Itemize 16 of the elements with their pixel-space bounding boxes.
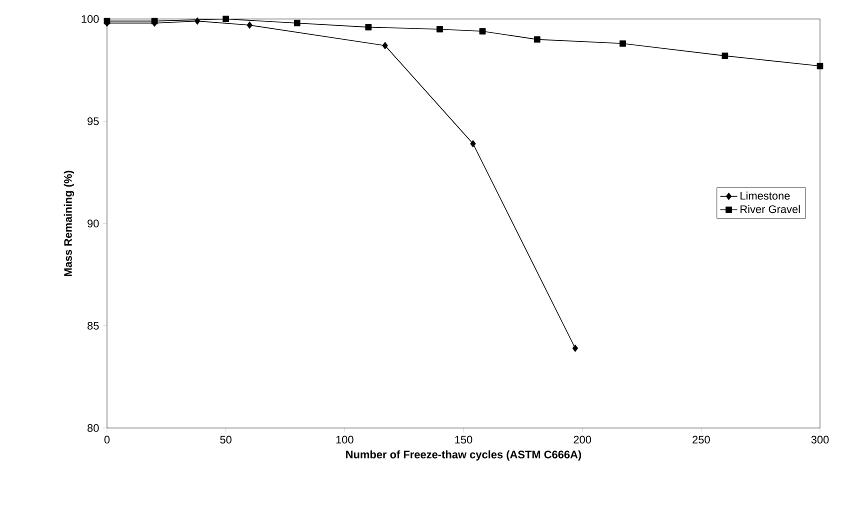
y-tick-label: 100 bbox=[82, 15, 99, 23]
x-tick-label: 250 bbox=[692, 436, 710, 444]
y-axis-title: Mass Remaining (%) bbox=[64, 170, 74, 276]
x-tick-label: 200 bbox=[574, 436, 592, 444]
y-tick-label: 80 bbox=[88, 424, 99, 432]
x-tick-label: 100 bbox=[336, 436, 354, 444]
legend-label: Limestone bbox=[740, 192, 790, 200]
x-tick-label: 300 bbox=[811, 436, 829, 444]
y-tick-label: 95 bbox=[88, 117, 99, 126]
x-tick-label: 50 bbox=[220, 436, 232, 444]
y-tick-label: 90 bbox=[88, 220, 99, 228]
y-tick-label: 85 bbox=[88, 322, 99, 330]
legend-label: River Gravel bbox=[740, 205, 800, 214]
x-axis-title: Number of Freeze-thaw cycles (ASTM C666A) bbox=[346, 450, 582, 461]
x-tick-label: 0 bbox=[104, 436, 110, 444]
x-tick-label: 150 bbox=[455, 436, 472, 444]
